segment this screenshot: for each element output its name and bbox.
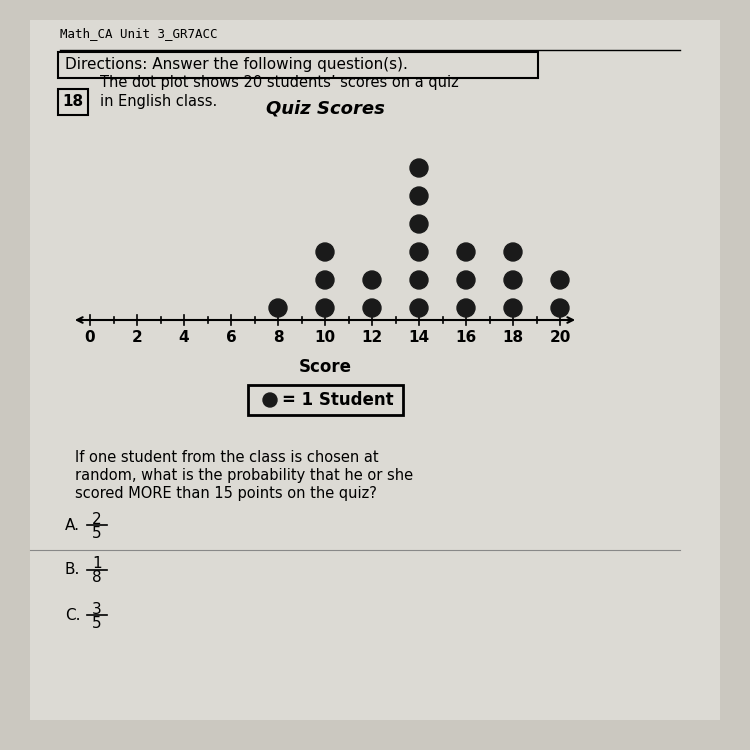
Text: 18: 18 xyxy=(503,330,524,345)
Circle shape xyxy=(410,159,428,177)
FancyBboxPatch shape xyxy=(248,385,403,415)
Text: 12: 12 xyxy=(362,330,382,345)
Text: 5: 5 xyxy=(92,526,102,541)
Text: 14: 14 xyxy=(409,330,430,345)
FancyBboxPatch shape xyxy=(58,52,538,78)
FancyBboxPatch shape xyxy=(58,89,88,115)
Text: 0: 0 xyxy=(85,330,95,345)
Text: 20: 20 xyxy=(549,330,571,345)
Text: 5: 5 xyxy=(92,616,102,631)
Text: = 1 Student: = 1 Student xyxy=(282,391,394,409)
Text: 16: 16 xyxy=(455,330,477,345)
FancyBboxPatch shape xyxy=(30,20,720,720)
Circle shape xyxy=(410,187,428,205)
Circle shape xyxy=(410,215,428,233)
Text: 8: 8 xyxy=(92,571,102,586)
Text: 8: 8 xyxy=(273,330,284,345)
Text: 6: 6 xyxy=(226,330,236,345)
Text: 2: 2 xyxy=(132,330,142,345)
Circle shape xyxy=(551,299,569,317)
Text: Score: Score xyxy=(298,358,352,376)
Circle shape xyxy=(457,271,475,289)
Circle shape xyxy=(410,299,428,317)
Circle shape xyxy=(363,299,381,317)
Text: If one student from the class is chosen at: If one student from the class is chosen … xyxy=(75,450,379,465)
Circle shape xyxy=(457,243,475,261)
Circle shape xyxy=(504,299,522,317)
Text: 10: 10 xyxy=(314,330,335,345)
Text: 3: 3 xyxy=(92,602,102,616)
Circle shape xyxy=(504,243,522,261)
Circle shape xyxy=(457,299,475,317)
Text: 4: 4 xyxy=(178,330,189,345)
Circle shape xyxy=(504,271,522,289)
Text: 2: 2 xyxy=(92,512,102,526)
Text: C.: C. xyxy=(65,608,80,622)
Text: A.: A. xyxy=(65,518,80,532)
Text: Math_CA Unit 3_GR7ACC: Math_CA Unit 3_GR7ACC xyxy=(60,27,217,40)
Circle shape xyxy=(316,271,334,289)
Text: in English class.: in English class. xyxy=(100,94,218,109)
Circle shape xyxy=(263,393,277,407)
Circle shape xyxy=(551,271,569,289)
Circle shape xyxy=(316,299,334,317)
Circle shape xyxy=(363,271,381,289)
Circle shape xyxy=(410,243,428,261)
Text: random, what is the probability that he or she: random, what is the probability that he … xyxy=(75,468,413,483)
Text: Quiz Scores: Quiz Scores xyxy=(266,99,385,117)
Text: scored MORE than 15 points on the quiz?: scored MORE than 15 points on the quiz? xyxy=(75,486,376,501)
Text: Directions: Answer the following question(s).: Directions: Answer the following questio… xyxy=(65,58,408,73)
Circle shape xyxy=(316,243,334,261)
Text: B.: B. xyxy=(65,562,80,578)
Text: The dot plot shows 20 students’ scores on a quiz: The dot plot shows 20 students’ scores o… xyxy=(100,75,459,90)
Circle shape xyxy=(269,299,287,317)
Circle shape xyxy=(410,271,428,289)
Text: 1: 1 xyxy=(92,556,102,572)
Text: 18: 18 xyxy=(62,94,83,110)
